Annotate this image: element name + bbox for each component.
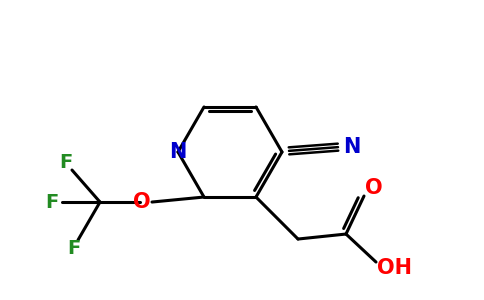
Text: F: F (60, 152, 73, 172)
Text: F: F (45, 193, 59, 211)
Text: N: N (169, 142, 187, 162)
Text: O: O (133, 192, 151, 212)
Text: O: O (365, 178, 383, 198)
Text: N: N (343, 137, 361, 157)
Text: OH: OH (377, 258, 411, 278)
Text: F: F (67, 238, 81, 257)
